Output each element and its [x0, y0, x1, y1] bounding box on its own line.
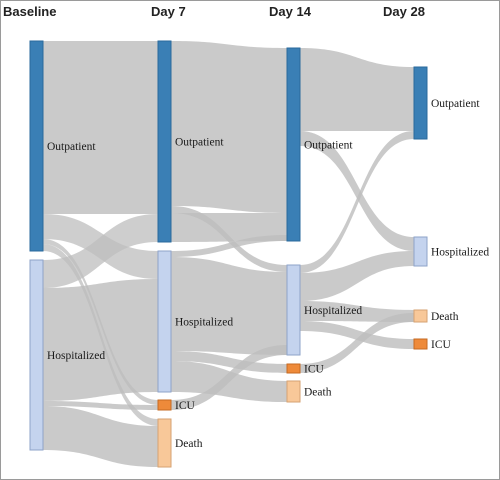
- flow-link-b_hosp-to-d7_out: [43, 214, 158, 288]
- label-b-out: Outpatient: [47, 141, 96, 153]
- node-d14-death: [286, 380, 301, 403]
- flow-link-d14_out-to-d28_hosp: [300, 131, 414, 251]
- flow-link-d7_icu-to-d14_hosp: [171, 345, 287, 410]
- label-d7-hosp: Hospitalized: [175, 317, 233, 329]
- flow-link-b_hosp-to-d7_hosp: [43, 279, 158, 401]
- flow-link-d14_hosp-to-d28_icu: [300, 321, 414, 349]
- flow-links: [43, 41, 414, 467]
- node-d28-hosp: [413, 236, 428, 267]
- node-d28-out: [413, 66, 428, 140]
- node-d14-hosp: [286, 264, 301, 356]
- label-d7-out: Outpatient: [175, 137, 224, 149]
- label-d28-hosp: Hospitalized: [431, 247, 489, 259]
- flow-link-b_hosp-to-d7_icu: [43, 401, 158, 410]
- stage-nodes: [29, 40, 428, 468]
- node-d7-icu: [157, 399, 172, 411]
- flow-link-d7_hosp-to-d14_hosp: [171, 257, 287, 355]
- flow-link-b_out-to-d7_out: [43, 41, 158, 214]
- flow-link-d7_hosp-to-d14_out: [171, 235, 287, 257]
- label-d28-out: Outpatient: [431, 98, 480, 110]
- flow-link-d14_hosp-to-d28_out: [300, 131, 414, 273]
- node-d7-hosp: [157, 250, 172, 393]
- label-d28-icu: ICU: [431, 339, 452, 351]
- label-d7-icu: ICU: [175, 400, 196, 412]
- node-b-out: [29, 40, 44, 252]
- label-d14-icu: ICU: [304, 364, 325, 376]
- flow-link-d14_icu-to-d28_death: [300, 313, 414, 373]
- node-labels: Outpatient Hospitalized Outpatient Hospital…: [47, 98, 489, 450]
- label-d28-death: Death: [431, 311, 459, 323]
- node-b-hosp: [29, 259, 44, 451]
- label-d14-death: Death: [304, 387, 332, 399]
- flow-link-d7_out-to-d14_out: [171, 41, 287, 213]
- label-d14-hosp: Hospitalized: [304, 305, 362, 317]
- node-d14-out: [286, 47, 301, 242]
- flow-link-d7_hosp-to-d14_icu: [171, 351, 287, 373]
- node-d7-death: [157, 418, 172, 468]
- header-day28: Day 28: [383, 4, 425, 19]
- label-b-hosp: Hospitalized: [47, 350, 105, 362]
- label-d14-out: Outpatient: [304, 140, 353, 152]
- header-day7: Day 7: [151, 4, 186, 19]
- flow-link-b_hosp-to-d7_death: [43, 406, 158, 467]
- node-d7-out: [157, 40, 172, 243]
- header-baseline: Baseline: [3, 4, 56, 19]
- node-d14-icu: [286, 363, 301, 374]
- header-day14: Day 14: [269, 4, 312, 19]
- node-d28-death: [413, 309, 428, 323]
- label-d7-death: Death: [175, 438, 203, 450]
- flow-link-d7_out-to-d14_out: [171, 213, 287, 242]
- node-d28-icu: [413, 338, 428, 350]
- flow-link-d14_hosp-to-d28_hosp: [300, 251, 414, 301]
- flow-link-d14_hosp-to-d28_death: [300, 301, 414, 322]
- flow-link-d14_out-to-d28_out: [300, 48, 414, 131]
